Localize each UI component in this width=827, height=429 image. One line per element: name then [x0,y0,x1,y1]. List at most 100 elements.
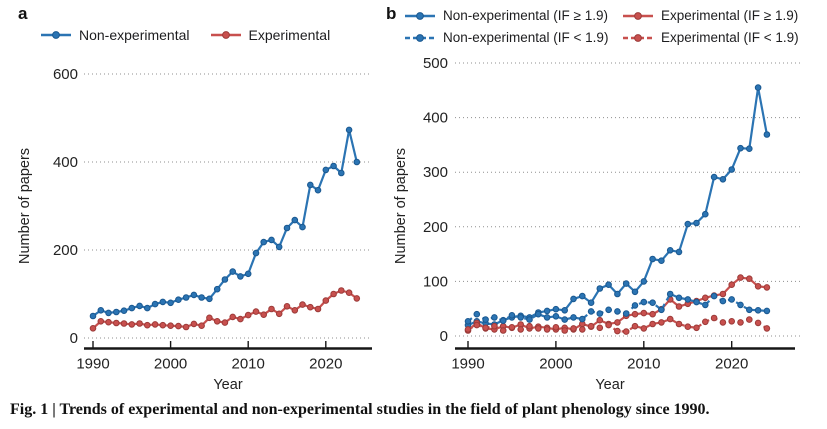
data-point-marker [754,307,762,314]
legend-panel-a: Non-experimental Experimental [40,27,330,43]
panel-a-label: a [18,4,28,23]
x-tick-label: 2010 [232,356,265,373]
data-point-marker [666,247,674,254]
x-tick-label: 2020 [309,356,342,373]
data-point-marker [229,313,236,321]
data-point-marker [198,294,205,301]
legend-item: Experimental (IF < 1.9) [622,30,799,45]
data-point-marker [221,319,229,326]
data-point-marker [631,302,639,309]
data-point-marker [206,314,213,322]
data-point-marker [499,317,507,325]
data-point-marker [587,299,595,306]
legend-marker-icon [623,33,653,42]
data-point-marker [473,321,481,329]
y-tick-label: 200 [53,242,78,259]
data-point-marker [482,324,489,332]
data-point-marker [190,320,198,328]
data-point-marker [649,310,656,318]
x-tick-label: 2020 [715,356,748,373]
legend-item: Non-experimental (IF ≥ 1.9) [404,8,622,23]
data-point-marker [684,296,692,303]
x-axis-title-a: Year [213,377,243,393]
data-point-marker [299,301,306,308]
data-point-marker [746,275,753,282]
data-point-marker [338,287,345,294]
data-point-marker [579,292,586,300]
data-point-marker [710,314,718,322]
data-point-marker [552,324,560,331]
legend-label: Non-experimental [79,27,190,43]
data-point-marker [631,322,639,330]
data-point-marker [244,311,252,319]
data-point-marker [737,319,744,326]
data-point-marker [710,173,718,181]
data-point-marker [614,290,621,298]
data-point-marker [746,306,753,314]
series-line [92,129,358,317]
legend-panel-b: Non-experimental (IF ≥ 1.9) Experimental … [404,8,799,45]
data-point-marker [105,318,112,326]
legend-item: Non-experimental (IF < 1.9) [404,30,622,45]
data-point-marker [97,318,105,325]
y-tick-label: 0 [440,328,448,345]
data-point-marker [491,322,498,330]
data-point-marker [605,306,612,314]
data-point-marker [570,325,577,332]
data-point-marker [640,309,648,317]
data-point-marker [649,320,656,328]
data-point-marker [666,315,674,323]
data-point-marker [763,284,771,291]
data-point-marker [649,255,656,263]
data-point-marker [526,322,533,330]
data-point-marker [338,169,345,177]
data-point-marker [719,290,727,298]
data-point-marker [330,290,337,298]
data-point-marker [737,144,744,152]
legend-label: Experimental (IF ≥ 1.9) [661,8,799,23]
data-point-marker [710,292,718,300]
data-point-marker [159,321,167,329]
data-point-marker [622,310,630,317]
data-point-marker [260,311,268,319]
data-point-marker [622,328,630,335]
data-point-marker [737,301,744,309]
data-point-marker [570,314,577,321]
data-point-marker [482,316,489,323]
data-point-marker [719,176,727,183]
data-point-marker [675,303,683,310]
y-tick-label: 600 [53,66,78,83]
data-point-marker [244,270,252,278]
y-tick-label: 0 [70,330,78,347]
data-point-marker [314,186,322,194]
data-point-marker [89,325,97,332]
data-point-marker [622,280,630,287]
data-point-marker [345,126,353,134]
data-point-marker [330,162,337,170]
data-point-marker [728,296,736,303]
data-point-marker [291,216,299,224]
data-point-marker [221,276,229,283]
data-point-marker [658,306,665,314]
data-point-marker [128,321,136,328]
data-point-marker [614,319,621,326]
data-point-marker [693,324,700,332]
data-point-marker [136,320,143,327]
data-point-marker [614,327,621,335]
data-point-marker [535,325,542,332]
data-point-marker [763,325,771,332]
data-point-marker [605,281,612,288]
data-point-marker [268,305,275,313]
data-point-marker [353,295,361,302]
data-point-marker [517,326,524,333]
data-point-marker [314,305,322,313]
data-point-marker [579,326,586,333]
data-point-marker [658,257,665,264]
y-tick-label: 400 [53,154,78,171]
legend-item: Experimental [210,27,330,43]
data-point-marker [640,325,648,332]
data-point-marker [144,304,151,312]
data-point-marker [120,320,128,327]
data-point-marker [596,316,604,324]
data-point-marker [128,304,136,312]
